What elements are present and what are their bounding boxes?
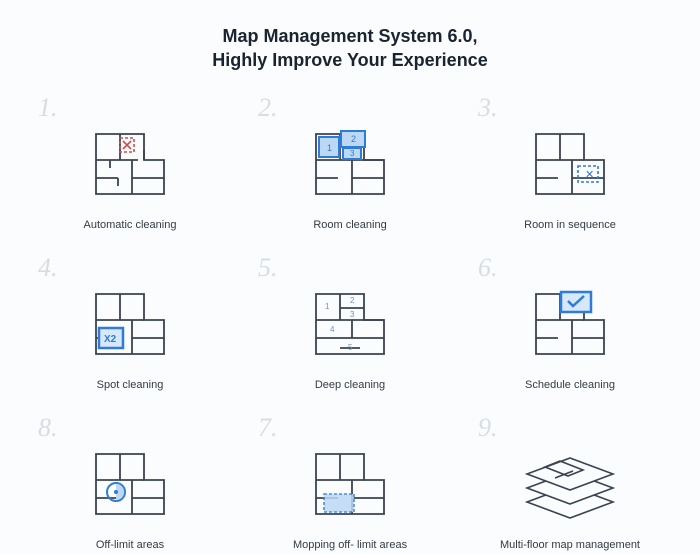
svg-text:2: 2 [350,296,355,305]
item-label: Spot cleaning [97,379,164,391]
floorplan-icon: 1 2 3 [300,121,400,211]
item-label: Deep cleaning [315,379,385,391]
item-label: Room in sequence [524,219,616,231]
feature-item-deep-cleaning: 5. 1 2 3 4 5 Deep cleaning [250,251,450,391]
svg-text:5: 5 [348,343,353,352]
item-label: Room cleaning [313,219,386,231]
multi-floor-icon [520,441,620,531]
item-number: 4. [38,253,58,283]
floorplan-icon [80,441,180,531]
item-number: 9. [478,413,498,443]
feature-grid: 1. Automatic cleaning 2. [30,91,670,551]
title-line-1: Map Management System 6.0, [222,26,477,46]
page-title: Map Management System 6.0, Highly Improv… [0,24,700,73]
feature-item-room-in-sequence: 3. ✕ Room in sequence [470,91,670,231]
item-number: 5. [258,253,278,283]
item-number: 2. [258,93,278,123]
item-number: 3. [478,93,498,123]
floorplan-icon: ✕ [520,121,620,211]
feature-item-spot-cleaning: 4. X2 Spot cleaning [30,251,230,391]
feature-item-off-limit-areas: 8. Off-limit areas [30,411,230,551]
svg-text:✕: ✕ [585,169,594,181]
svg-text:4: 4 [330,325,335,334]
item-label: Schedule cleaning [525,379,615,391]
feature-item-room-cleaning: 2. 1 2 3 Room cleaning [250,91,450,231]
item-number: 7. [258,413,278,443]
feature-item-multi-floor: 9. Multi-floor map management [470,411,670,551]
item-label: Off-limit areas [96,539,164,551]
floorplan-icon: X2 [80,281,180,371]
feature-item-automatic-cleaning: 1. Automatic cleaning [30,91,230,231]
floorplan-icon [300,441,400,531]
title-line-2: Highly Improve Your Experience [212,50,487,70]
item-label: Multi-floor map management [500,539,640,551]
svg-text:2: 2 [351,134,356,144]
item-number: 8. [38,413,58,443]
item-number: 1. [38,93,58,123]
svg-text:1: 1 [327,143,332,153]
svg-text:1: 1 [325,302,330,311]
svg-text:X2: X2 [104,334,117,345]
item-label: Mopping off- limit areas [293,539,407,551]
svg-text:3: 3 [350,149,355,158]
floorplan-icon [80,121,180,211]
feature-item-schedule-cleaning: 6. Schedule cleaning [470,251,670,391]
svg-text:3: 3 [350,310,355,319]
floorplan-icon: 1 2 3 4 5 [300,281,400,371]
item-number: 6. [478,253,498,283]
item-label: Automatic cleaning [84,219,177,231]
page-header: Map Management System 6.0, Highly Improv… [0,0,700,91]
floorplan-icon [520,281,620,371]
feature-item-mopping-off-limit: 7. Mopping off- limit areas [250,411,450,551]
